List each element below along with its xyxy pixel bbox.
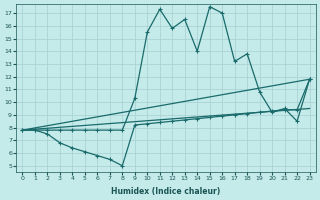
X-axis label: Humidex (Indice chaleur): Humidex (Indice chaleur) (111, 187, 221, 196)
